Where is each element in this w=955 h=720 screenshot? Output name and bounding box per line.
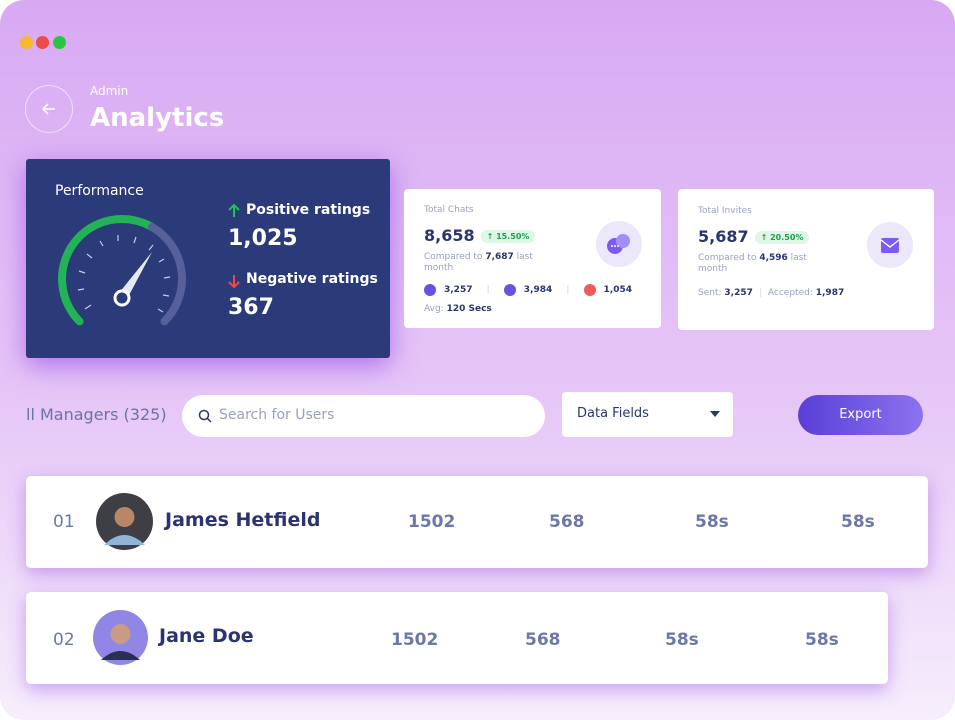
stat-missed: 1,054 bbox=[603, 285, 632, 295]
search-icon bbox=[198, 409, 212, 423]
invites-title: Total Invites bbox=[698, 206, 752, 216]
chats-compare: Compared to 7,687 last month bbox=[424, 252, 534, 274]
row-value: 58s bbox=[841, 512, 875, 532]
negative-value: 367 bbox=[228, 295, 274, 320]
avatar bbox=[93, 610, 148, 665]
accepted-label: Accepted: bbox=[767, 288, 813, 298]
row-value: 1502 bbox=[391, 630, 439, 650]
positive-label: Positive ratings bbox=[246, 202, 371, 218]
stat-up: 3,257 bbox=[444, 285, 473, 295]
chats-growth-value: 15.50% bbox=[496, 232, 530, 241]
invites-stats: Sent: 3,257 | Accepted: 1,987 bbox=[698, 288, 845, 298]
chats-title: Total Chats bbox=[424, 205, 474, 215]
back-button[interactable] bbox=[25, 85, 73, 133]
search-placeholder: Search for Users bbox=[219, 407, 335, 423]
performance-title: Performance bbox=[55, 183, 144, 199]
row-value: 568 bbox=[549, 512, 585, 532]
managers-label: ll Managers (325) bbox=[26, 405, 167, 424]
compare-text: Compared to bbox=[698, 253, 757, 263]
avg-value: 120 Secs bbox=[446, 304, 492, 314]
negative-label: Negative ratings bbox=[246, 271, 378, 287]
up-arrow bbox=[228, 203, 240, 217]
invites-card: Total Invites 5,687 ↑ 20.50% Compared to … bbox=[678, 189, 934, 330]
row-value: 568 bbox=[525, 630, 561, 650]
back-icon bbox=[41, 103, 55, 115]
invites-total: 5,687 ↑ 20.50% bbox=[698, 227, 810, 246]
export-button[interactable]: Export bbox=[798, 395, 923, 435]
down-arrow bbox=[228, 275, 240, 289]
row-rank: 02 bbox=[53, 630, 75, 650]
compare-value: 7,687 bbox=[485, 252, 514, 262]
invites-compare: Compared to 4,596 last month bbox=[698, 253, 808, 275]
chats-total: 8,658 ↑ 15.50% bbox=[424, 226, 536, 245]
row-value: 1502 bbox=[408, 512, 456, 532]
positive-value: 1,025 bbox=[228, 226, 298, 251]
invites-growth-value: 20.50% bbox=[770, 233, 804, 242]
compare-suffix: last month bbox=[698, 253, 807, 274]
compare-text: Compared to bbox=[424, 252, 483, 262]
row-value: 58s bbox=[695, 512, 729, 532]
chats-value: 8,658 bbox=[424, 226, 475, 245]
chats-icon bbox=[596, 221, 642, 267]
row-rank: 01 bbox=[53, 512, 75, 532]
accepted-value: 1,987 bbox=[815, 288, 845, 298]
row-name: Jane Doe bbox=[159, 625, 254, 647]
chats-growth: ↑ 15.50% bbox=[480, 230, 536, 243]
manager-row[interactable]: 02 Jane Doe 1502 568 58s 58s bbox=[26, 592, 888, 684]
dropdown-label: Data Fields bbox=[577, 406, 649, 421]
sent-value: 3,257 bbox=[724, 288, 753, 298]
sent-label: Sent: bbox=[698, 288, 722, 298]
avatar bbox=[96, 493, 153, 550]
header-title: Analytics bbox=[90, 103, 225, 133]
data-fields-dropdown[interactable]: Data Fields bbox=[562, 392, 733, 437]
avg-label: Avg: bbox=[424, 304, 444, 314]
row-value: 58s bbox=[805, 630, 839, 650]
header-subtitle: Admin bbox=[90, 84, 129, 98]
manager-row[interactable]: 01 James Hetfield 1502 568 58s 58s bbox=[26, 476, 928, 568]
window-dot[interactable] bbox=[36, 36, 49, 49]
dropdown-caret bbox=[710, 411, 720, 417]
window-dot[interactable] bbox=[53, 36, 66, 49]
compare-value: 4,596 bbox=[759, 253, 788, 263]
window-dot[interactable] bbox=[20, 36, 33, 49]
chats-avg: Avg: 120 Secs bbox=[424, 304, 492, 314]
stat-down: 3,984 bbox=[523, 285, 553, 295]
chats-stats: 3,257 | 3,984 | 1,054 bbox=[424, 284, 632, 296]
performance-card: Performance Positive ratings 1,025 Negat… bbox=[26, 159, 390, 358]
compare-suffix: last month bbox=[424, 252, 533, 273]
row-value: 58s bbox=[665, 630, 699, 650]
search-box[interactable]: Search for Users bbox=[182, 395, 545, 437]
invites-icon bbox=[867, 222, 913, 268]
invites-value: 5,687 bbox=[698, 227, 749, 246]
row-name: James Hetfield bbox=[165, 509, 321, 531]
gauge bbox=[58, 214, 186, 326]
invites-growth: ↑ 20.50% bbox=[754, 231, 810, 244]
chats-card: Total Chats 8,658 ↑ 15.50% Compared to 7,… bbox=[404, 189, 661, 328]
